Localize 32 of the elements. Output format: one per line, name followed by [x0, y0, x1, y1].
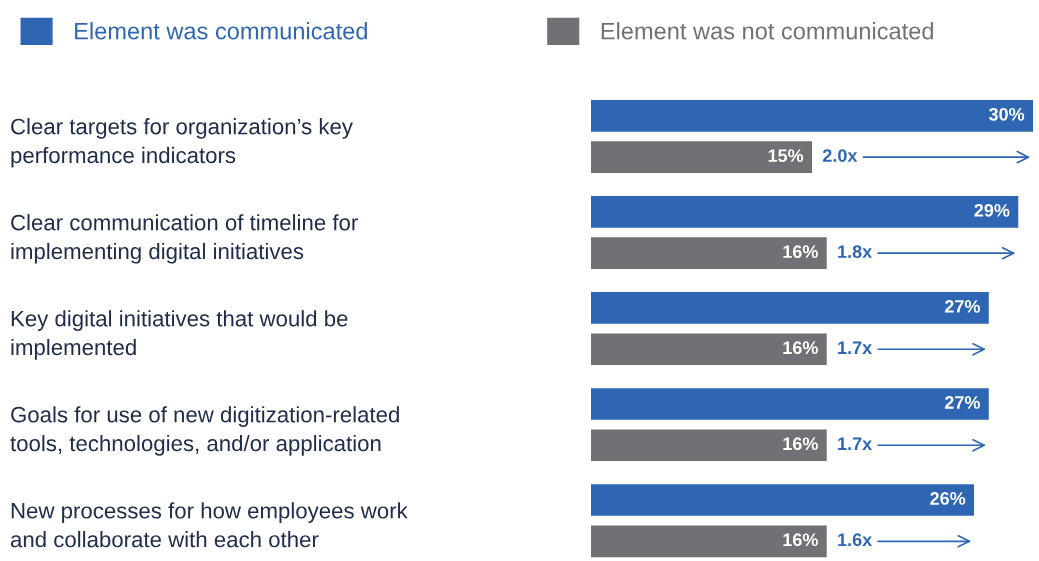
bar	[591, 333, 827, 366]
bar	[591, 100, 1033, 132]
legend-label: Element was not communicated	[601, 22, 933, 40]
bar	[591, 141, 812, 173]
legend-label: Element was communicated	[75, 22, 367, 40]
annotation: 1.8x	[838, 245, 873, 259]
data-label: 16%	[783, 245, 818, 259]
y-tick-label: Clear communication of timeline for implementing digital initiatives	[11, 214, 358, 264]
bar	[591, 388, 989, 420]
bar	[591, 237, 827, 270]
data-label: 16%	[783, 437, 818, 451]
y-tick-label: Key digital initiatives that would be implemented	[11, 310, 348, 360]
data-label: 26%	[930, 492, 966, 505]
data-label: 27%	[944, 299, 980, 313]
bar	[591, 196, 1019, 228]
bar	[591, 525, 827, 558]
annotation: 2.0x	[822, 149, 858, 162]
bar	[591, 484, 975, 516]
y-tick-label: Clear targets for organization’s key performance indicators	[11, 118, 353, 168]
data-label: 29%	[974, 203, 1010, 217]
data-label: 27%	[944, 396, 980, 409]
data-label: 16%	[783, 341, 818, 355]
annotation: 1.6x	[838, 533, 873, 547]
y-tick-label: New processes for how employees work and collaborate with each other	[10, 502, 408, 548]
annotation: 1.7x	[838, 437, 873, 450]
bar	[591, 429, 827, 462]
data-label: 15%	[768, 149, 804, 162]
data-label: 30%	[988, 107, 1025, 121]
bar	[591, 292, 989, 324]
data-label: 16%	[783, 533, 818, 547]
y-tick-label: Goals for use of new digitization-related tools, technologies, and/or application	[10, 406, 399, 456]
annotation: 1.7x	[838, 341, 873, 354]
